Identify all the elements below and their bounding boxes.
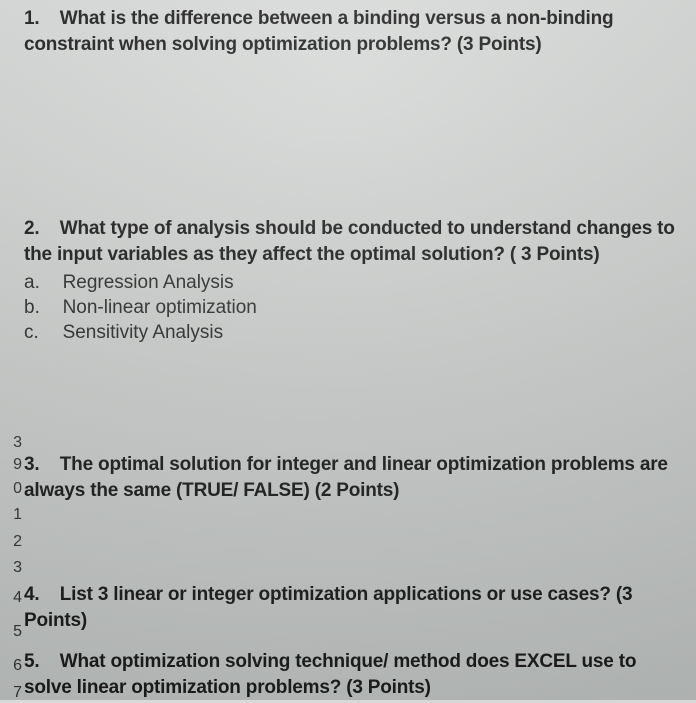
spreadsheet-row-numbers: 3 9 0 1 2 3 4 5 6 7 [0,433,22,703]
question-2-options: a. Regression Analysis b. Non-linear opt… [24,270,688,345]
question-2-option-b: b. Non-linear optimization [24,295,688,320]
question-5-text: 5. What optimization solving technique/ … [24,649,688,701]
question-1-body: What is the difference between a binding… [24,8,613,55]
option-text: Regression Analysis [63,272,234,293]
option-letter: c. [24,320,52,345]
question-3-body: The optimal solution for integer and lin… [24,454,668,501]
question-3-text: 3. The optimal solution for integer and … [24,452,688,504]
row-number: 9 [0,453,22,477]
question-3-number: 3. [24,454,39,475]
question-1: 1. What is the difference between a bind… [24,6,688,58]
question-4-body: List 3 linear or integer optimization ap… [24,584,632,631]
row-number: 3 [0,433,22,453]
option-text: Non-linear optimization [63,297,257,318]
question-4-text: 4. List 3 linear or integer optimization… [24,582,688,634]
row-number: 0 [0,477,22,501]
question-4-number: 4. [24,584,39,605]
row-number: 2 [0,529,22,555]
question-2-number: 2. [24,218,39,239]
row-number: 3 [0,555,22,581]
row-number: 5 [0,615,22,649]
question-5: 5. What optimization solving technique/ … [24,649,688,701]
question-1-text: 1. What is the difference between a bind… [24,6,688,58]
question-2: 2. What type of analysis should be condu… [24,216,688,345]
row-number: 4 [0,581,22,615]
row-number: 7 [0,683,22,703]
row-number: 1 [0,501,22,529]
question-2-body: What type of analysis should be conducte… [24,218,675,265]
question-2-option-a: a. Regression Analysis [24,270,688,295]
question-5-body: What optimization solving technique/ met… [24,651,636,698]
question-4: 4. List 3 linear or integer optimization… [24,582,688,634]
question-3: 3. The optimal solution for integer and … [24,452,688,504]
row-number: 6 [0,649,22,683]
question-5-number: 5. [24,651,39,672]
option-letter: b. [24,295,52,320]
option-text: Sensitivity Analysis [63,322,224,343]
question-2-text: 2. What type of analysis should be condu… [24,216,688,268]
question-1-number: 1. [24,8,39,29]
option-letter: a. [24,270,52,295]
worksheet-content: 1. What is the difference between a bind… [24,0,696,700]
question-2-option-c: c. Sensitivity Analysis [24,320,688,345]
